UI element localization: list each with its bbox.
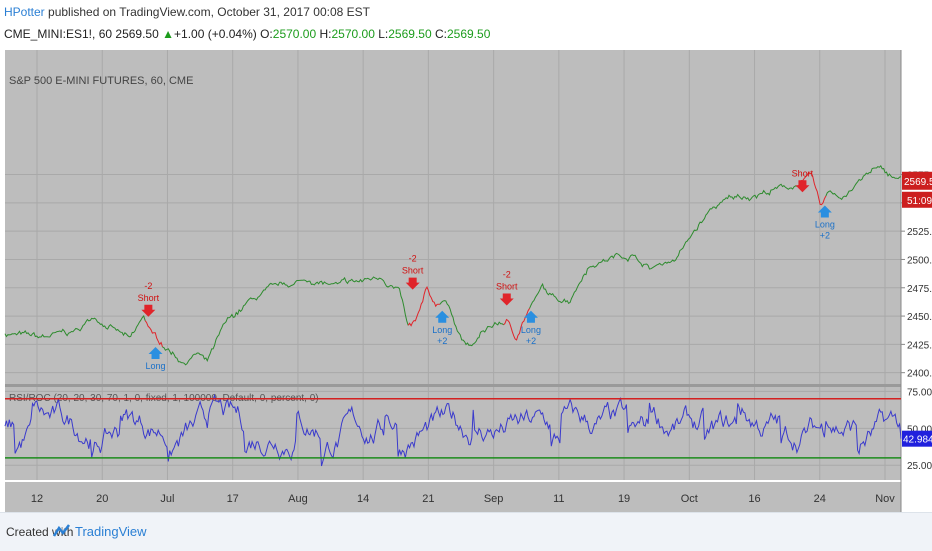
open-value: 2570.00	[272, 27, 317, 41]
rsi-tick-label: 50.0000	[907, 424, 932, 435]
price-line	[439, 300, 504, 347]
short-qty: -2	[503, 269, 511, 279]
long-signal: Long+2	[521, 310, 541, 346]
time-tick-label: 12	[31, 493, 43, 505]
time-tick-label: 19	[618, 493, 630, 505]
price-change: +1.00 (+0.04%)	[174, 27, 257, 41]
price-line	[162, 276, 409, 366]
short-label: Short	[138, 293, 160, 303]
short-label: Short	[402, 266, 424, 276]
countdown-tag	[902, 191, 932, 208]
short-arrow-icon	[499, 293, 514, 306]
time-tick-label: 24	[814, 493, 826, 505]
last-price-tag-label: 2569.50	[904, 177, 932, 188]
short-arrow-icon	[795, 180, 810, 193]
chart-area[interactable]: 12 20 Jul 17 Aug 14 21 Sep 11 19 Oct 16 24 Nov 2400.00…	[0, 50, 932, 512]
footer: Created with TradingView	[0, 512, 932, 551]
last-price: 2569.50	[115, 27, 159, 41]
price-tick-label: 2450.00	[907, 312, 932, 323]
high-label: H:	[319, 27, 332, 41]
price-line-short	[144, 320, 163, 348]
time-tick-label: Sep	[484, 493, 504, 505]
short-qty: -2	[409, 254, 417, 264]
long-arrow-icon	[523, 310, 538, 323]
created-with-text: Created with	[6, 525, 74, 539]
time-axis	[5, 482, 901, 512]
close-label: C:	[434, 27, 447, 41]
price-tick-label: 2425.00	[907, 340, 932, 351]
rsi-tick-label: 75.0000	[907, 387, 932, 398]
rsi-value-tag-label: 42.9843	[903, 435, 932, 446]
long-label: Long	[521, 325, 541, 335]
long-arrow-icon	[435, 310, 450, 323]
up-triangle-icon: ▲	[162, 27, 175, 41]
tradingview-logo-icon	[52, 524, 70, 537]
time-tick-label: 11	[553, 493, 564, 505]
short-signal: Short -2	[402, 254, 424, 290]
time-tick-label: 20	[96, 493, 108, 505]
time-tick-label: 17	[227, 493, 239, 505]
last-price-tag	[902, 171, 932, 190]
high-value: 2570.00	[331, 27, 375, 41]
rsi-value-tag	[902, 430, 932, 447]
long-arrow-icon	[817, 205, 832, 218]
price-line-short	[407, 285, 441, 327]
long-label: Long	[815, 220, 835, 230]
open-label: O:	[260, 27, 273, 41]
time-tick-label: Nov	[875, 493, 895, 505]
rsi-line	[4, 393, 902, 467]
short-signal: Short	[792, 168, 814, 193]
time-tick-label: Oct	[681, 493, 698, 505]
long-signal: Long+2	[815, 205, 835, 241]
time-tick-label: 14	[357, 493, 369, 505]
long-qty: +2	[820, 231, 830, 241]
price-line	[825, 164, 902, 201]
time-tick-label: Jul	[160, 493, 174, 505]
publish-line: HPotter published on TradingView.com, Oc…	[4, 5, 370, 19]
price-pane-title: S&P 500 E-MINI FUTURES, 60, CME	[9, 75, 193, 87]
price-tick-label: 2400.00	[907, 369, 932, 380]
tradingview-brand[interactable]: TradingView	[75, 524, 147, 539]
close-value: 2569.50	[446, 27, 491, 41]
long-label: Long	[146, 361, 166, 371]
price-line	[4, 315, 146, 339]
price-line	[529, 183, 799, 309]
price-tick-label: 2500.00	[907, 255, 932, 266]
price-tick-label: 2525.00	[907, 227, 932, 238]
low-label: L:	[378, 27, 389, 41]
time-tick-label: Aug	[288, 493, 308, 505]
short-label: Short	[792, 168, 814, 178]
long-arrow-icon	[148, 347, 163, 360]
low-value: 2569.50	[388, 27, 432, 41]
symbol-name: CME_MINI:ES1!, 60	[4, 27, 113, 41]
published-text: published on TradingView.com, October 31…	[44, 5, 371, 19]
time-tick-label: 21	[422, 493, 434, 505]
rsi-pane	[5, 387, 901, 480]
rsi-tick-label: 25.0000	[907, 461, 932, 472]
price-pane	[5, 50, 901, 384]
short-signal: Short -2	[138, 281, 160, 317]
author-link[interactable]: HPotter	[4, 5, 45, 19]
long-signal: Long+2	[432, 310, 452, 346]
countdown-tag-label: 51:09	[907, 196, 932, 207]
symbol-line: CME_MINI:ES1!, 60 2569.50 ▲+1.00 (+0.04%…	[4, 27, 490, 41]
long-qty: +2	[437, 336, 447, 346]
long-qty: +2	[526, 336, 536, 346]
price-tick-label: 2475.00	[907, 284, 932, 295]
short-qty: -2	[144, 281, 152, 291]
short-label: Short	[496, 281, 518, 291]
time-tick-label: 16	[748, 493, 760, 505]
short-signal: Short -2	[496, 269, 518, 306]
short-arrow-icon	[141, 304, 156, 317]
long-label: Long	[432, 325, 452, 335]
long-signal: Long	[146, 347, 166, 371]
short-arrow-icon	[405, 277, 420, 290]
